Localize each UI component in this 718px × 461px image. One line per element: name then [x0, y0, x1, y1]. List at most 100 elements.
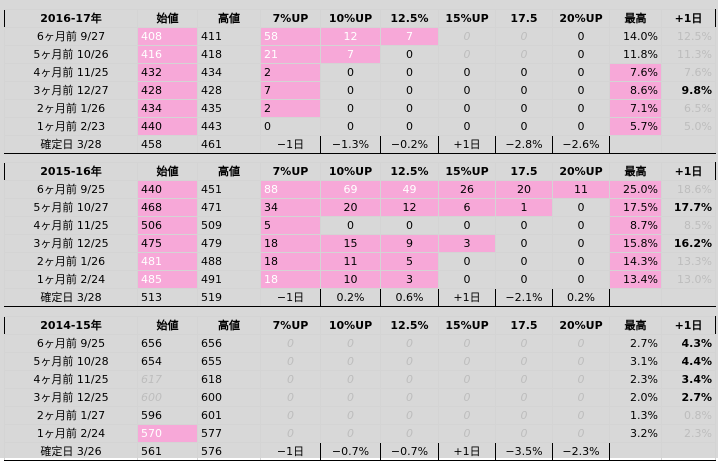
up12-5-cell[interactable]: 12 [380, 198, 439, 217]
up10-cell[interactable]: 0.2% [320, 288, 381, 307]
up10-cell[interactable]: 0 [320, 424, 381, 443]
row-label[interactable]: 4ヶ月前 11/25 [4, 370, 138, 389]
up10-cell[interactable]: 0 [320, 352, 381, 371]
up7-cell[interactable]: 0 [260, 406, 321, 425]
up15-cell[interactable]: 0 [438, 216, 496, 235]
max-cell[interactable]: 2.0% [609, 388, 662, 407]
plus1-cell[interactable] [661, 135, 716, 154]
up10-cell[interactable]: −1.3% [320, 135, 381, 154]
up20-cell[interactable]: 11 [552, 180, 610, 199]
plus1-cell[interactable]: 7.6% [661, 63, 716, 82]
max-cell[interactable]: 2.7% [609, 334, 662, 353]
up17-5-cell[interactable]: 0 [495, 270, 553, 289]
up12-5-cell[interactable]: 0 [380, 117, 439, 136]
open-cell[interactable]: 654 [137, 352, 198, 371]
max-cell[interactable]: 1.3% [609, 406, 662, 425]
open-cell[interactable]: 513 [137, 288, 198, 307]
header-10up[interactable]: 10%UP [320, 9, 381, 28]
up10-cell[interactable]: 0 [320, 334, 381, 353]
up10-cell[interactable]: 15 [320, 234, 381, 253]
up20-cell[interactable]: 0 [552, 352, 610, 371]
row-label[interactable]: 4ヶ月前 11/25 [4, 216, 138, 235]
header-15up[interactable]: 15%UP [438, 9, 496, 28]
up17-5-cell[interactable]: 1 [495, 198, 553, 217]
plus1-cell[interactable]: 5.0% [661, 117, 716, 136]
max-cell[interactable] [609, 135, 662, 154]
up15-cell[interactable]: 26 [438, 180, 496, 199]
row-label[interactable]: 3ヶ月前 12/27 [4, 81, 138, 100]
up7-cell[interactable]: 58 [260, 27, 321, 46]
plus1-cell[interactable]: 3.4% [661, 370, 716, 389]
up10-cell[interactable]: 0 [320, 117, 381, 136]
up7-cell[interactable]: 0 [260, 334, 321, 353]
up12-5-cell[interactable]: −0.7% [380, 442, 439, 461]
up7-cell[interactable]: 2 [260, 99, 321, 118]
open-cell[interactable]: 440 [137, 180, 198, 199]
header-max[interactable]: 最高 [609, 316, 662, 335]
up12-5-cell[interactable]: 0 [380, 352, 439, 371]
open-cell[interactable]: 408 [137, 27, 198, 46]
plus1-cell[interactable]: 0.8% [661, 406, 716, 425]
up17-5-cell[interactable]: 0 [495, 81, 553, 100]
up12-5-cell[interactable]: 0 [380, 45, 439, 64]
up7-cell[interactable]: 0 [260, 352, 321, 371]
max-cell[interactable]: 2.3% [609, 370, 662, 389]
high-cell[interactable]: 618 [197, 370, 261, 389]
up7-cell[interactable]: 0 [260, 388, 321, 407]
open-cell[interactable]: 475 [137, 234, 198, 253]
up12-5-cell[interactable]: 3 [380, 270, 439, 289]
high-cell[interactable]: 434 [197, 63, 261, 82]
header-17-5[interactable]: 17.5 [495, 9, 553, 28]
final-label[interactable]: 確定日 3/28 [4, 135, 138, 154]
header-20up[interactable]: 20%UP [552, 162, 610, 181]
row-label[interactable]: 3ヶ月前 12/25 [4, 234, 138, 253]
high-cell[interactable]: 471 [197, 198, 261, 217]
up15-cell[interactable]: 6 [438, 198, 496, 217]
up7-cell[interactable]: −1日 [260, 288, 321, 307]
up10-cell[interactable]: 69 [320, 180, 381, 199]
up12-5-cell[interactable]: 0 [380, 216, 439, 235]
up20-cell[interactable]: 0 [552, 270, 610, 289]
plus1-cell[interactable]: 2.7% [661, 388, 716, 407]
up15-cell[interactable]: 0 [438, 252, 496, 271]
up15-cell[interactable]: 0 [438, 352, 496, 371]
header-plus1[interactable]: +1日 [661, 316, 716, 335]
up15-cell[interactable]: +1日 [438, 135, 496, 154]
up17-5-cell[interactable]: 0 [495, 424, 553, 443]
up15-cell[interactable]: 0 [438, 117, 496, 136]
plus1-cell[interactable]: 11.3% [661, 45, 716, 64]
up20-cell[interactable]: −2.6% [552, 135, 610, 154]
up7-cell[interactable]: 5 [260, 216, 321, 235]
plus1-cell[interactable] [661, 288, 716, 307]
row-label[interactable]: 2ヶ月前 1/27 [4, 406, 138, 425]
open-cell[interactable]: 600 [137, 388, 198, 407]
up20-cell[interactable]: 0 [552, 117, 610, 136]
max-cell[interactable] [609, 288, 662, 307]
up12-5-cell[interactable]: 0 [380, 81, 439, 100]
header-7up[interactable]: 7%UP [260, 316, 321, 335]
up20-cell[interactable]: 0.2% [552, 288, 610, 307]
high-cell[interactable]: 488 [197, 252, 261, 271]
max-cell[interactable]: 15.8% [609, 234, 662, 253]
header-10up[interactable]: 10%UP [320, 162, 381, 181]
table-title[interactable]: 2014-15年 [4, 316, 138, 335]
header-open[interactable]: 始値 [137, 9, 198, 28]
plus1-cell[interactable]: 4.3% [661, 334, 716, 353]
up17-5-cell[interactable]: −2.1% [495, 288, 553, 307]
up7-cell[interactable]: 0 [260, 370, 321, 389]
up12-5-cell[interactable]: 9 [380, 234, 439, 253]
up7-cell[interactable]: 18 [260, 234, 321, 253]
open-cell[interactable]: 428 [137, 81, 198, 100]
up10-cell[interactable]: 10 [320, 270, 381, 289]
up20-cell[interactable]: 0 [552, 424, 610, 443]
final-label[interactable]: 確定日 3/28 [4, 288, 138, 307]
max-cell[interactable]: 25.0% [609, 180, 662, 199]
up7-cell[interactable]: −1日 [260, 135, 321, 154]
high-cell[interactable]: 656 [197, 334, 261, 353]
up17-5-cell[interactable]: 0 [495, 27, 553, 46]
header-max[interactable]: 最高 [609, 162, 662, 181]
plus1-cell[interactable]: 18.6% [661, 180, 716, 199]
up15-cell[interactable]: 0 [438, 388, 496, 407]
up7-cell[interactable]: 34 [260, 198, 321, 217]
table-title[interactable]: 2016-17年 [4, 9, 138, 28]
